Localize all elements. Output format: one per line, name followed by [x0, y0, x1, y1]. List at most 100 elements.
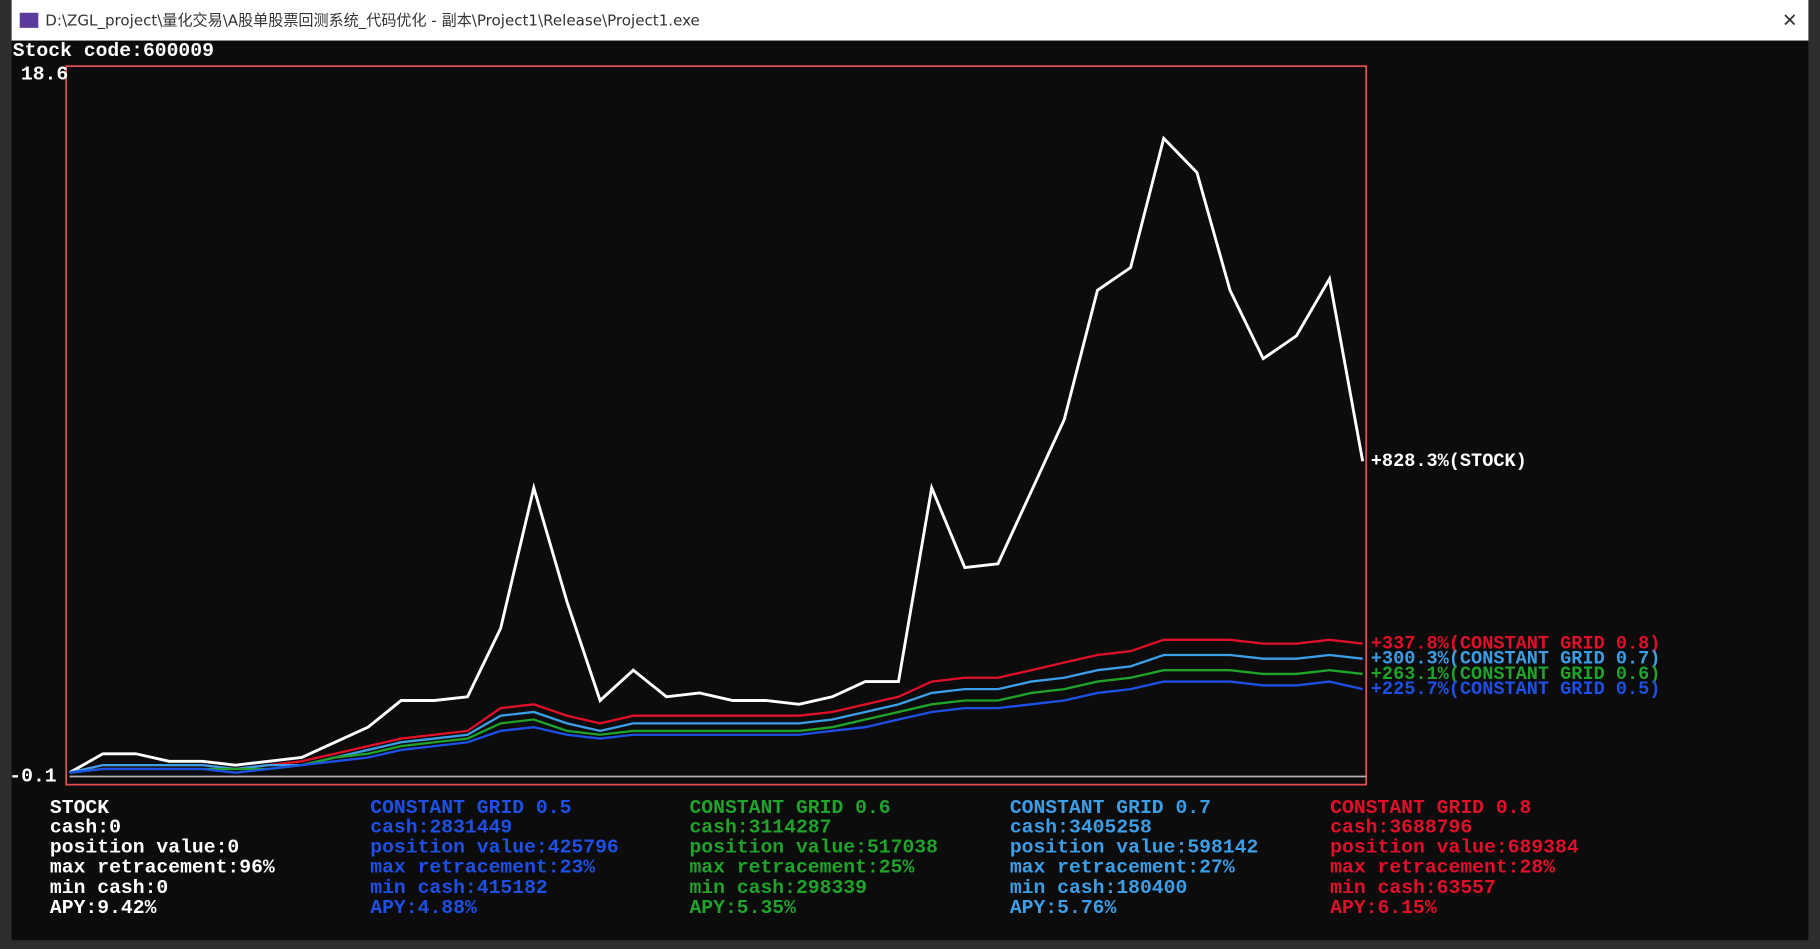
- stat-value: 0: [227, 837, 239, 859]
- stat-label: cash:: [1330, 817, 1389, 839]
- panel-line: cash:0: [50, 817, 121, 839]
- plot-frame: [65, 65, 1368, 786]
- stat-label: max retracement:: [1330, 857, 1519, 879]
- panel-line: position value:689384: [1330, 837, 1579, 859]
- panel-line: max retracement:23%: [370, 857, 595, 879]
- stat-value: 3114287: [749, 817, 832, 839]
- panel-line: min cash:298339: [689, 877, 867, 899]
- stat-label: max retracement:: [370, 857, 559, 879]
- stat-value: 4.88%: [418, 897, 477, 919]
- stat-value: 2831449: [429, 817, 512, 839]
- stock-code-value: 600009: [143, 40, 214, 62]
- panel-line: position value:0: [50, 837, 239, 859]
- stat-value: 28%: [1520, 857, 1556, 879]
- end-label: +828.3%(STOCK): [1371, 451, 1527, 472]
- stat-value: 517038: [867, 837, 938, 859]
- stat-label: cash:: [370, 817, 429, 839]
- panel-line: cash:2831449: [370, 817, 512, 839]
- stat-label: min cash:: [689, 877, 796, 899]
- panel-line: max retracement:28%: [1330, 857, 1555, 879]
- panel-line: APY:4.88%: [370, 897, 477, 919]
- panel-line: position value:517038: [689, 837, 938, 859]
- stat-value: 415182: [477, 877, 548, 899]
- panel-line: max retracement:25%: [689, 857, 914, 879]
- end-label: +337.8%(CONSTANT GRID 0.8): [1371, 633, 1661, 654]
- stat-label: APY:: [370, 897, 417, 919]
- panel-line: cash:3405258: [1010, 817, 1152, 839]
- stat-value: 425796: [548, 837, 619, 859]
- app-icon: [19, 12, 39, 28]
- panel-title: CONSTANT GRID 0.7: [1010, 797, 1211, 819]
- y-tick-label: -0.1: [9, 766, 56, 788]
- panel-title: CONSTANT GRID 0.8: [1330, 797, 1531, 819]
- panel-line: APY:9.42%: [50, 897, 157, 919]
- panel-line: min cash:415182: [370, 877, 547, 899]
- panel-title: CONSTANT GRID 0.6: [689, 797, 890, 819]
- stat-value: 689384: [1508, 837, 1579, 859]
- title-bar: [11, 0, 1809, 41]
- stat-value: 0: [109, 817, 121, 839]
- window-title: D:\ZGL_project\量化交易\A股单股票回测系统_代码优化 - 副本\…: [45, 11, 700, 30]
- stat-value: 180400: [1116, 877, 1187, 899]
- stat-label: max retracement:: [50, 857, 239, 879]
- panel-title: STOCK: [50, 797, 109, 819]
- panel-title: CONSTANT GRID 0.5: [370, 797, 571, 819]
- stat-value: 96%: [239, 857, 275, 879]
- series-line: [68, 135, 1365, 774]
- panel-line: min cash:180400: [1010, 877, 1188, 899]
- panel-line: APY:5.76%: [1010, 897, 1117, 919]
- stat-label: APY:: [1010, 897, 1057, 919]
- stat-label: min cash:: [370, 877, 477, 899]
- end-label: +300.3%(CONSTANT GRID 0.7): [1371, 649, 1661, 670]
- stat-value: 3405258: [1069, 817, 1152, 839]
- panel-line: position value:425796: [370, 837, 618, 859]
- stat-value: 5.35%: [737, 897, 796, 919]
- stat-label: position value:: [1330, 837, 1508, 859]
- panel-line: position value:598142: [1010, 837, 1259, 859]
- stat-value: 598142: [1187, 837, 1258, 859]
- stat-value: 25%: [879, 857, 915, 879]
- panel-line: max retracement:27%: [1010, 857, 1235, 879]
- console: [11, 40, 1809, 941]
- stat-value: 0: [156, 877, 168, 899]
- stat-value: 9.42%: [97, 897, 156, 919]
- stat-value: 6.15%: [1378, 897, 1437, 919]
- stat-label: APY:: [50, 897, 97, 919]
- stat-label: max retracement:: [1010, 857, 1199, 879]
- stat-label: position value:: [370, 837, 547, 859]
- stat-label: cash:: [1010, 817, 1069, 839]
- panel-line: APY:5.35%: [689, 897, 796, 919]
- stat-label: APY:: [1330, 897, 1377, 919]
- stat-value: 27%: [1199, 857, 1235, 879]
- stat-value: 298339: [796, 877, 867, 899]
- stat-value: 5.76%: [1057, 897, 1116, 919]
- series-line: [69, 680, 1363, 774]
- stat-label: APY:: [689, 897, 736, 919]
- end-label: +225.7%(CONSTANT GRID 0.5): [1371, 679, 1661, 700]
- panel-line: min cash:63557: [1330, 877, 1496, 899]
- stat-label: position value:: [50, 837, 228, 859]
- stat-value: 23%: [560, 857, 596, 879]
- stat-label: min cash:: [1010, 877, 1117, 899]
- close-button[interactable]: ✕: [1782, 10, 1798, 31]
- stat-value: 3688796: [1389, 817, 1472, 839]
- stat-label: position value:: [1010, 837, 1188, 859]
- stock-code-label: Stock code:: [13, 40, 143, 62]
- stat-label: position value:: [689, 837, 867, 859]
- stock-code: Stock code:600009: [13, 40, 214, 62]
- stat-label: max retracement:: [689, 857, 878, 879]
- series-line: [69, 638, 1363, 774]
- stat-value: 63557: [1437, 877, 1496, 899]
- stat-label: cash:: [689, 817, 748, 839]
- stat-label: min cash:: [1330, 877, 1437, 899]
- end-label: +263.1%(CONSTANT GRID 0.6): [1371, 664, 1661, 685]
- panel-line: min cash:0: [50, 877, 168, 899]
- panel-line: cash:3114287: [689, 817, 831, 839]
- series-line: [69, 653, 1363, 774]
- panel-line: max retracement:96%: [50, 857, 275, 879]
- stat-label: cash:: [50, 817, 109, 839]
- panel-line: APY:6.15%: [1330, 897, 1437, 919]
- y-tick-label: 18.6: [21, 64, 68, 86]
